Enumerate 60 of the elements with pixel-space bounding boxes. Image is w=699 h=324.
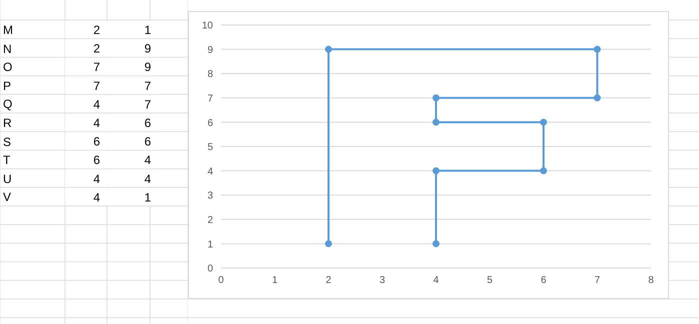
- y-tick-label: R: [3, 115, 12, 132]
- point: [432, 240, 440, 248]
- data-label: 7: [144, 97, 152, 112]
- y-tick-label: V: [3, 189, 12, 206]
- y-tick-label: Q: [3, 96, 12, 114]
- y-tick-label: U: [3, 170, 12, 188]
- data-label: 6: [93, 153, 100, 168]
- data-label: 6: [93, 134, 100, 149]
- data-label: 4: [93, 97, 100, 112]
- y-tick-label: P: [3, 78, 12, 95]
- data-label: 4: [93, 116, 100, 130]
- point: [540, 167, 547, 174]
- data-label: 7: [144, 78, 152, 93]
- y-tick-label: 3: [207, 190, 214, 202]
- data-label: 2: [93, 23, 100, 37]
- data-label: 4: [93, 190, 100, 204]
- y-tick-label: 9: [207, 44, 214, 56]
- x-tick-label: 5: [486, 275, 493, 286]
- y-tick-label: 0: [207, 264, 214, 275]
- y-tick-label: 8: [207, 69, 214, 80]
- data-label: 1: [144, 190, 152, 204]
- data-label: 7: [93, 78, 100, 93]
- data-label: 6: [144, 134, 152, 149]
- x-tick-label: 7: [594, 275, 600, 286]
- y-tick-label: N: [3, 40, 12, 58]
- data-label: 4: [144, 172, 152, 186]
- y-tick-label: 4: [207, 166, 214, 178]
- y-tick-label: S: [3, 134, 12, 151]
- y-tick-label: O: [3, 59, 12, 76]
- point: [594, 46, 601, 53]
- data-label: 9: [144, 60, 152, 74]
- point: [325, 240, 332, 248]
- point: [325, 46, 332, 53]
- y-tick-label: 5: [207, 142, 214, 154]
- data-label: 7: [93, 60, 100, 74]
- point: [432, 94, 440, 102]
- point: [432, 167, 440, 174]
- y-tick-label: T: [3, 152, 10, 170]
- data-label: 9: [144, 42, 152, 56]
- y-tick-label: 2: [207, 214, 214, 226]
- y-tick-label: 7: [207, 93, 214, 104]
- x-tick-label: 3: [379, 275, 386, 286]
- point: [594, 94, 601, 102]
- x-tick-label: 6: [540, 275, 547, 286]
- data-label: 2: [93, 42, 100, 56]
- y-tick-label: 10: [202, 20, 214, 32]
- data-label: 1: [144, 23, 152, 37]
- point: [432, 118, 440, 126]
- y-tick-label: 1: [207, 239, 214, 250]
- data-label: 4: [144, 153, 152, 168]
- data-label: 6: [144, 116, 152, 130]
- x-tick-label: 0: [218, 275, 224, 286]
- y-tick-label: M: [3, 22, 13, 39]
- x-tick-label: 4: [433, 275, 440, 286]
- x-tick-label: 2: [326, 275, 332, 286]
- data-label: 4: [93, 172, 100, 186]
- x-tick-label: 1: [272, 275, 278, 286]
- y-tick-label: 6: [207, 118, 214, 129]
- point: [540, 118, 547, 126]
- x-tick-label: 8: [648, 275, 654, 286]
